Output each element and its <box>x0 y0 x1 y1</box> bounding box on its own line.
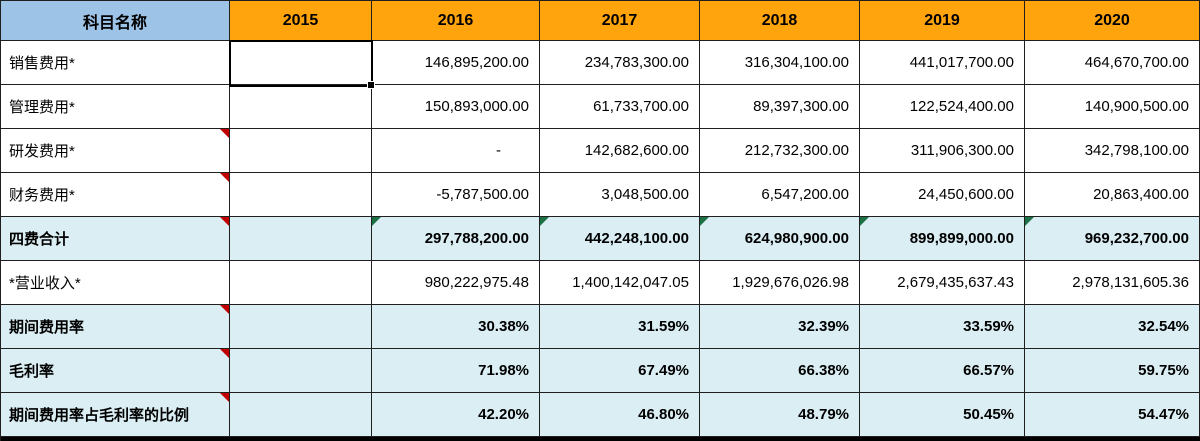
header-subject-name[interactable]: 科目名称 <box>1 1 230 41</box>
formula-warning-icon <box>540 217 549 226</box>
data-cell-2016-r6[interactable]: 30.38% <box>372 305 540 349</box>
data-cell-2017-r0[interactable]: 234,783,300.00 <box>540 41 700 85</box>
data-cell-2015-r3[interactable] <box>230 173 372 217</box>
data-cell-2017-r8[interactable]: 46.80% <box>540 393 700 437</box>
data-cell-2015-r0[interactable] <box>230 41 372 85</box>
data-cell-2016-r0[interactable]: 146,895,200.00 <box>372 41 540 85</box>
data-cell-2017-r6[interactable]: 31.59% <box>540 305 700 349</box>
formula-warning-icon <box>860 217 869 226</box>
header-year-2020[interactable]: 2020 <box>1025 1 1200 41</box>
formula-warning-icon <box>372 217 381 226</box>
formula-warning-icon <box>700 217 709 226</box>
row-label-6[interactable]: 期间费用率 <box>1 305 230 349</box>
data-cell-2019-r5[interactable]: 2,679,435,637.43 <box>860 261 1025 305</box>
data-cell-2019-r7[interactable]: 66.57% <box>860 349 1025 393</box>
data-cell-2020-r0[interactable]: 464,670,700.00 <box>1025 41 1200 85</box>
data-cell-2017-r7[interactable]: 67.49% <box>540 349 700 393</box>
data-cell-2016-r7[interactable]: 71.98% <box>372 349 540 393</box>
data-cell-2020-r7[interactable]: 59.75% <box>1025 349 1200 393</box>
data-cell-2017-r4[interactable]: 442,248,100.00 <box>540 217 700 261</box>
comment-indicator-icon <box>220 173 229 182</box>
data-cell-2020-r1[interactable]: 140,900,500.00 <box>1025 85 1200 129</box>
data-cell-2015-r5[interactable] <box>230 261 372 305</box>
data-cell-2020-r5[interactable]: 2,978,131,605.36 <box>1025 261 1200 305</box>
data-cell-2016-r5[interactable]: 980,222,975.48 <box>372 261 540 305</box>
data-cell-2018-r5[interactable]: 1,929,676,026.98 <box>700 261 860 305</box>
data-cell-2017-r5[interactable]: 1,400,142,047.05 <box>540 261 700 305</box>
row-label-0[interactable]: 销售费用* <box>1 41 230 85</box>
data-cell-2019-r6[interactable]: 33.59% <box>860 305 1025 349</box>
data-cell-2019-r1[interactable]: 122,524,400.00 <box>860 85 1025 129</box>
data-cell-2019-r0[interactable]: 441,017,700.00 <box>860 41 1025 85</box>
comment-indicator-icon <box>220 305 229 314</box>
data-cell-2018-r8[interactable]: 48.79% <box>700 393 860 437</box>
row-label-1[interactable]: 管理费用* <box>1 85 230 129</box>
data-cell-2017-r1[interactable]: 61,733,700.00 <box>540 85 700 129</box>
data-cell-2015-r4[interactable] <box>230 217 372 261</box>
row-label-7[interactable]: 毛利率 <box>1 349 230 393</box>
data-cell-2018-r1[interactable]: 89,397,300.00 <box>700 85 860 129</box>
header-year-2019[interactable]: 2019 <box>860 1 1025 41</box>
data-cell-2016-r3[interactable]: -5,787,500.00 <box>372 173 540 217</box>
row-label-8[interactable]: 期间费用率占毛利率的比例 <box>1 393 230 437</box>
data-cell-2020-r6[interactable]: 32.54% <box>1025 305 1200 349</box>
row-label-4[interactable]: 四费合计 <box>1 217 230 261</box>
data-cell-2019-r3[interactable]: 24,450,600.00 <box>860 173 1025 217</box>
data-cell-2016-r2[interactable]: - <box>372 129 540 173</box>
data-cell-2020-r8[interactable]: 54.47% <box>1025 393 1200 437</box>
comment-indicator-icon <box>220 129 229 138</box>
row-label-3[interactable]: 财务费用* <box>1 173 230 217</box>
data-cell-2015-r2[interactable] <box>230 129 372 173</box>
header-year-2017[interactable]: 2017 <box>540 1 700 41</box>
formula-warning-icon <box>1025 217 1034 226</box>
data-cell-2019-r8[interactable]: 50.45% <box>860 393 1025 437</box>
data-cell-2015-r8[interactable] <box>230 393 372 437</box>
table-bottom-border <box>1 437 1200 441</box>
data-cell-2019-r2[interactable]: 311,906,300.00 <box>860 129 1025 173</box>
header-year-2018[interactable]: 2018 <box>700 1 860 41</box>
data-cell-2018-r2[interactable]: 212,732,300.00 <box>700 129 860 173</box>
data-cell-2020-r4[interactable]: 969,232,700.00 <box>1025 217 1200 261</box>
header-year-2015[interactable]: 2015 <box>230 1 372 41</box>
data-cell-2018-r6[interactable]: 32.39% <box>700 305 860 349</box>
data-cell-2018-r0[interactable]: 316,304,100.00 <box>700 41 860 85</box>
data-cell-2016-r8[interactable]: 42.20% <box>372 393 540 437</box>
data-cell-2015-r6[interactable] <box>230 305 372 349</box>
data-cell-2017-r2[interactable]: 142,682,600.00 <box>540 129 700 173</box>
data-cell-2018-r3[interactable]: 6,547,200.00 <box>700 173 860 217</box>
comment-indicator-icon <box>220 217 229 226</box>
data-cell-2020-r3[interactable]: 20,863,400.00 <box>1025 173 1200 217</box>
data-cell-2017-r3[interactable]: 3,048,500.00 <box>540 173 700 217</box>
row-label-2[interactable]: 研发费用* <box>1 129 230 173</box>
data-cell-2018-r4[interactable]: 624,980,900.00 <box>700 217 860 261</box>
data-cell-2019-r4[interactable]: 899,899,000.00 <box>860 217 1025 261</box>
data-cell-2018-r7[interactable]: 66.38% <box>700 349 860 393</box>
data-cell-2020-r2[interactable]: 342,798,100.00 <box>1025 129 1200 173</box>
data-cell-2016-r1[interactable]: 150,893,000.00 <box>372 85 540 129</box>
data-cell-2016-r4[interactable]: 297,788,200.00 <box>372 217 540 261</box>
comment-indicator-icon <box>220 349 229 358</box>
row-label-5[interactable]: *营业收入* <box>1 261 230 305</box>
comment-indicator-icon <box>220 393 229 402</box>
data-cell-2015-r1[interactable] <box>230 85 372 129</box>
header-year-2016[interactable]: 2016 <box>372 1 540 41</box>
data-cell-2015-r7[interactable] <box>230 349 372 393</box>
